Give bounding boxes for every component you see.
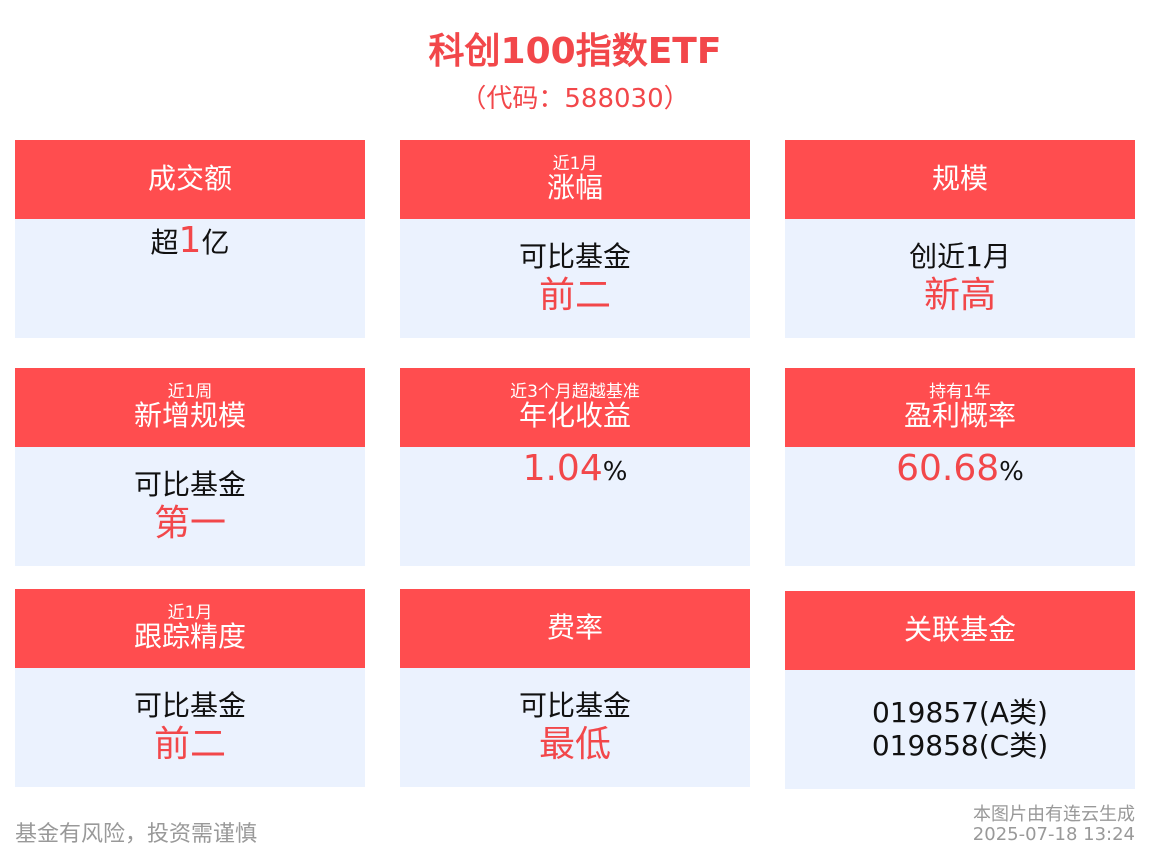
- card-value: 最低: [538, 723, 611, 765]
- card-annual-return: 近3个月超越基准 年化收益 1.04%: [400, 368, 750, 566]
- card-text: 创近1月: [909, 240, 1011, 274]
- card-title: 关联基金: [903, 613, 1016, 647]
- risk-disclaimer: 基金有风险，投资需谨慎: [15, 822, 258, 847]
- card-new-scale: 近1周 新增规模 可比基金 第一: [15, 368, 365, 566]
- card-subtitle: 近1月: [167, 602, 213, 623]
- card-profit-probability: 持有1年 盈利概率 60.68%: [785, 368, 1135, 566]
- card-title: 盈利概率: [903, 399, 1016, 433]
- card-text: 可比基金: [133, 689, 246, 723]
- related-fund-a[interactable]: 019857(A类): [872, 696, 1048, 730]
- card-text: 可比基金: [133, 468, 246, 502]
- card-title: 新增规模: [133, 399, 246, 433]
- timestamp: 2025-07-18 13:24: [972, 823, 1135, 845]
- card-title: 成交额: [147, 162, 232, 196]
- card-title: 涨幅: [546, 171, 603, 205]
- page-title: 科创100指数ETF: [428, 31, 722, 72]
- card-value: 1.04: [522, 448, 603, 489]
- card-value: 60.68: [896, 448, 1000, 489]
- card-text: 亿: [201, 226, 230, 259]
- card-scale: 规模 创近1月 新高: [785, 140, 1135, 338]
- card-related-funds: 关联基金 019857(A类) 019858(C类): [785, 591, 1135, 789]
- card-title: 跟踪精度: [133, 620, 246, 654]
- card-value: 前二: [153, 723, 226, 765]
- card-value: 新高: [923, 274, 996, 316]
- card-value: 第一: [153, 502, 226, 544]
- card-title: 规模: [931, 162, 988, 196]
- source-text: 本图片由有连云生成: [973, 804, 1135, 825]
- card-unit: %: [602, 457, 628, 487]
- footer-source: 本图片由有连云生成 2025-07-18 13:24: [973, 805, 1135, 845]
- card-tracking-accuracy: 近1月 跟踪精度 可比基金 前二: [15, 589, 365, 787]
- card-title: 费率: [546, 611, 603, 645]
- card-text: 超: [150, 226, 179, 259]
- card-unit: %: [999, 457, 1024, 487]
- related-fund-c[interactable]: 019858(C类): [871, 728, 1049, 762]
- card-subtitle: 持有1年: [929, 381, 991, 402]
- card-subtitle: 近1月: [552, 153, 598, 174]
- card-subtitle: 近1周: [167, 381, 213, 402]
- card-value: 前二: [538, 274, 611, 316]
- card-value: 1: [178, 220, 202, 261]
- fund-code: （代码：588030）: [460, 84, 690, 114]
- card-subtitle: 近3个月超越基准: [510, 381, 640, 402]
- card-text: 可比基金: [518, 240, 631, 274]
- card-fee-rate: 费率 可比基金 最低: [400, 589, 750, 787]
- card-monthly-gain: 近1月 涨幅 可比基金 前二: [400, 140, 750, 338]
- card-title: 年化收益: [518, 399, 631, 433]
- card-text: 可比基金: [518, 689, 631, 723]
